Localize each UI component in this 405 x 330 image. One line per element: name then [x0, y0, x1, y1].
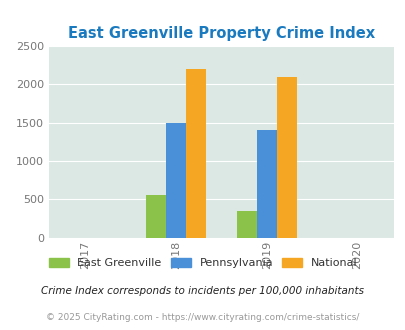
- Bar: [145, 195, 166, 238]
- Bar: [276, 77, 296, 238]
- Bar: [236, 211, 256, 238]
- Bar: [256, 130, 276, 238]
- Bar: [166, 123, 185, 238]
- Bar: [185, 69, 205, 238]
- Text: Crime Index corresponds to incidents per 100,000 inhabitants: Crime Index corresponds to incidents per…: [41, 286, 364, 296]
- Text: © 2025 CityRating.com - https://www.cityrating.com/crime-statistics/: © 2025 CityRating.com - https://www.city…: [46, 313, 359, 322]
- Legend: East Greenville, Pennsylvania, National: East Greenville, Pennsylvania, National: [44, 253, 361, 273]
- Title: East Greenville Property Crime Index: East Greenville Property Crime Index: [68, 26, 374, 41]
